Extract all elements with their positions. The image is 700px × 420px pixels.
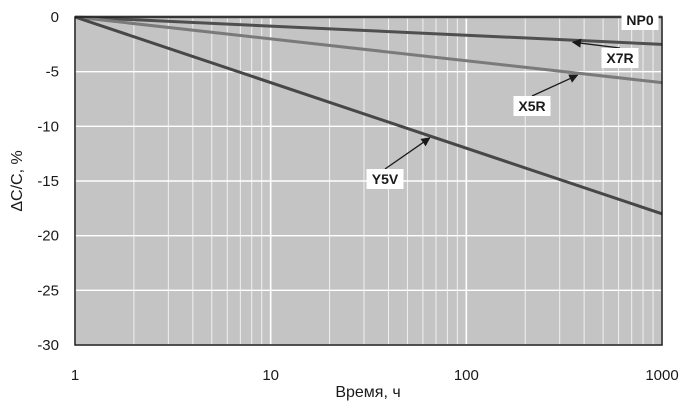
x-axis-title: Время, ч	[335, 384, 400, 401]
series-line-y5v	[74, 15, 663, 216]
series-label-y5v: Y5V	[372, 171, 399, 187]
label-box-x7r	[601, 48, 639, 68]
series-line-x5r	[74, 15, 663, 85]
arrow-y5v	[384, 137, 431, 170]
y-tick-label: -10	[37, 118, 59, 135]
x-tick-label: 1000	[645, 367, 678, 384]
series-label-x5r: X5R	[518, 98, 545, 114]
y-tick-label: 0	[51, 9, 59, 26]
arrow-x5r	[531, 74, 579, 97]
x-tick-label: 1	[71, 367, 79, 384]
plot-frame	[74, 16, 663, 346]
label-box-x5r	[513, 96, 551, 116]
series-annotations: NP0 X7R X5R Y5V	[366, 10, 659, 189]
y-tick-label: -15	[37, 173, 59, 190]
label-box-np0	[621, 10, 659, 30]
y-axis-title: ΔC/C, %	[9, 150, 26, 211]
y-tick-label: -25	[37, 282, 59, 299]
series-label-x7r: X7R	[606, 50, 633, 66]
x-tick-label: 10	[262, 367, 279, 384]
series-line-x7r	[74, 15, 663, 46]
y-tick-label: -20	[37, 228, 59, 245]
label-box-y5v	[366, 169, 404, 189]
tick-labels: 1 10 100 1000 0 -5 -10 -15 -20 -25 -30	[37, 9, 678, 384]
arrow-x7r	[571, 38, 621, 49]
x-tick-label: 100	[454, 367, 479, 384]
y-tick-label: -5	[46, 64, 59, 81]
y-tick-label: -30	[37, 337, 59, 354]
series-label-np0: NP0	[626, 12, 653, 28]
